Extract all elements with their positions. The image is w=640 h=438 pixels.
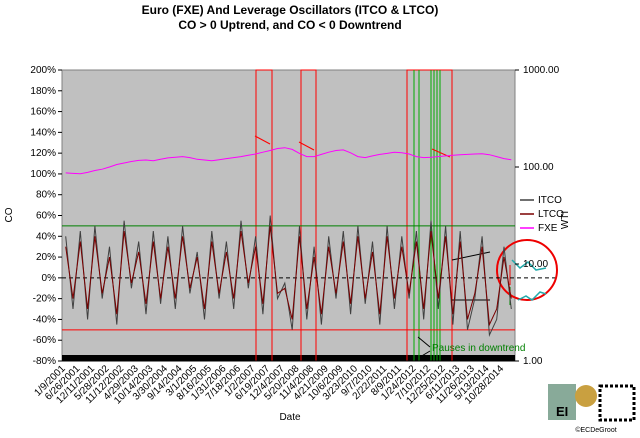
- legend-label: ITCO: [538, 195, 562, 206]
- legend-label: LTCO: [538, 209, 564, 220]
- series-line: [65, 225, 512, 327]
- y2-tick-label: 1.00: [523, 356, 543, 367]
- annotations: [254, 69, 453, 362]
- y-tick-label: 40%: [36, 231, 56, 242]
- y-tick-label: -20%: [33, 294, 56, 305]
- y-tick-label: 0%: [42, 273, 57, 284]
- y2-tick-label: 1000.00: [523, 65, 560, 76]
- y-tick-label: 180%: [30, 86, 56, 97]
- y-tick-label: -80%: [33, 356, 56, 367]
- y-axis-label: CO: [4, 207, 15, 222]
- x-axis-label: Date: [279, 412, 301, 423]
- highlight-circle: [496, 239, 558, 301]
- credit: ©ECDeGroot: [575, 426, 616, 434]
- y-tick-label: 20%: [36, 252, 56, 263]
- legend-label: FXE: [538, 223, 558, 234]
- trend-arrow: [298, 141, 315, 151]
- trend-arrow: [254, 135, 271, 145]
- annotation: Pauses in downtrend: [432, 343, 525, 354]
- y-tick-label: 200%: [30, 65, 56, 76]
- y-tick-label: 80%: [36, 190, 56, 201]
- y2-axis-label: WTI: [560, 211, 571, 229]
- y-tick-label: 160%: [30, 107, 56, 118]
- arrow: [419, 350, 431, 358]
- y-tick-label: 100%: [30, 169, 56, 180]
- y2-tick-label: 100.00: [523, 162, 554, 173]
- y-tick-label: 120%: [30, 148, 56, 159]
- baseline-band: [62, 355, 515, 361]
- chart-title: Euro (FXE) And Leverage Oscillators (ITC…: [142, 3, 439, 17]
- inset-icon: [511, 259, 547, 271]
- y-tick-label: 140%: [30, 127, 56, 138]
- y-tick-label: -40%: [33, 314, 56, 325]
- y2-tick-label: 10.00: [523, 259, 548, 270]
- plot-area: [61, 69, 516, 362]
- chart-subtitle: CO > 0 Uptrend, and CO < 0 Downtrend: [178, 18, 401, 32]
- series-line: [65, 215, 512, 337]
- y-tick-label: 60%: [36, 211, 56, 222]
- logo-coin: [575, 385, 597, 407]
- arrow: [417, 336, 431, 348]
- logo: EI: [556, 404, 568, 419]
- y-tick-label: -60%: [33, 335, 56, 346]
- inset-icon: [517, 291, 547, 301]
- series-line: [65, 147, 512, 175]
- logo-box: [548, 384, 576, 420]
- plot-background: [61, 69, 516, 362]
- qr-code: [598, 384, 636, 422]
